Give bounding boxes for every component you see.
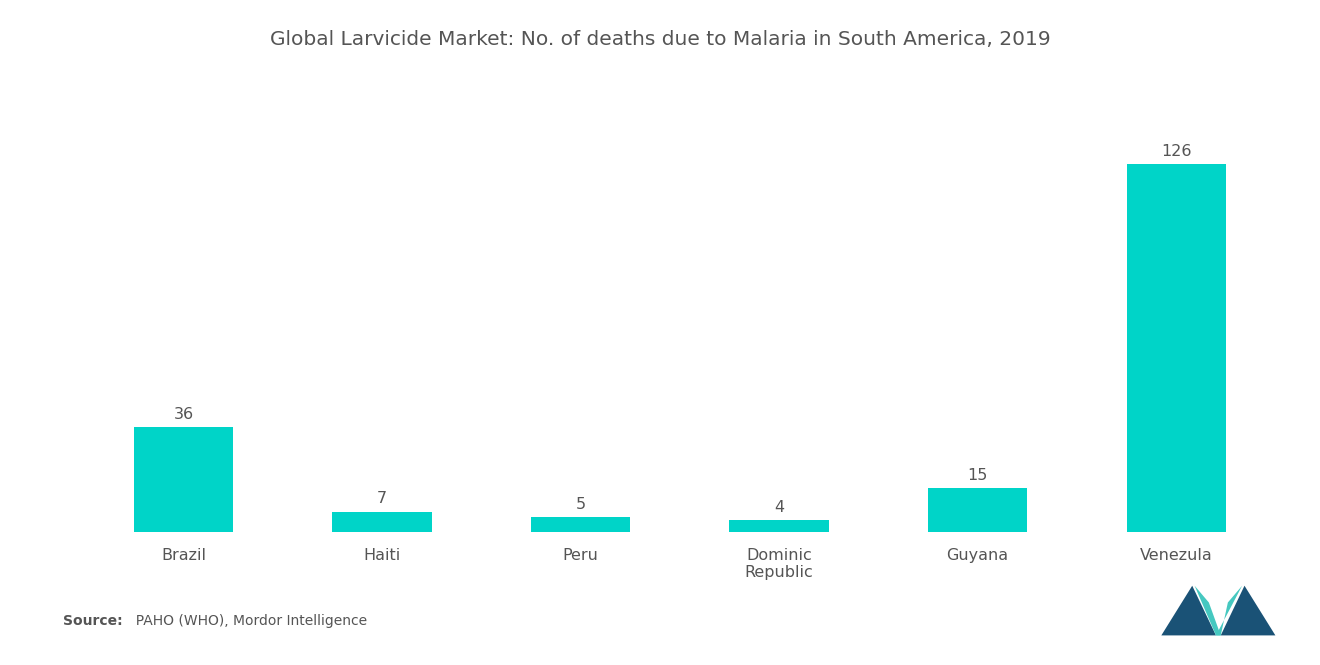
Text: Global Larvicide Market: No. of deaths due to Malaria in South America, 2019: Global Larvicide Market: No. of deaths d… [269, 30, 1051, 49]
Text: 5: 5 [576, 497, 586, 512]
Bar [1126, 164, 1226, 532]
Bar [730, 520, 829, 532]
Bar [333, 511, 432, 532]
Text: 36: 36 [173, 406, 194, 422]
Text: 4: 4 [774, 500, 784, 515]
Bar [531, 517, 630, 532]
Text: PAHO (WHO), Mordor Intelligence: PAHO (WHO), Mordor Intelligence [127, 614, 367, 628]
Text: 15: 15 [968, 468, 987, 483]
Text: 126: 126 [1160, 144, 1192, 159]
Bar [133, 427, 234, 532]
Text: Source:: Source: [63, 614, 123, 628]
Bar [928, 488, 1027, 532]
Text: 7: 7 [378, 491, 387, 506]
